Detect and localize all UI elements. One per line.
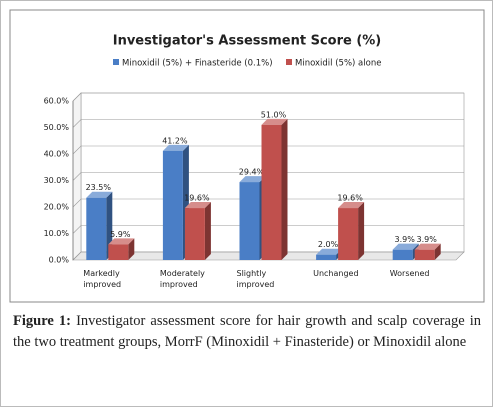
bar-top	[108, 238, 135, 245]
bar-top	[338, 202, 365, 209]
bar-top	[261, 118, 288, 125]
caption: Figure 1: Investigator assessment score …	[13, 311, 481, 353]
bar-side	[204, 202, 211, 260]
chart: Investigator's Assessment Score (%) 0.0%…	[9, 9, 485, 303]
bar-top	[184, 202, 211, 209]
legend-label: Minoxidil (5%) alone	[295, 59, 381, 69]
bar-side	[281, 118, 288, 260]
grid-line	[72, 145, 464, 155]
bar	[184, 208, 205, 260]
y-tick-label: 10.0%	[44, 229, 70, 238]
bar-top	[162, 144, 189, 151]
grid-line	[72, 172, 464, 181]
y-tick-label: 40.0%	[44, 150, 70, 159]
bar	[239, 182, 260, 260]
bar-side	[128, 238, 135, 260]
value-label: 23.5%	[86, 183, 112, 192]
bar-side	[358, 202, 365, 260]
value-label: 29.4%	[239, 168, 265, 177]
value-label: 2.0%	[318, 240, 339, 249]
legend-swatch	[113, 59, 119, 65]
legend-swatch	[286, 59, 292, 65]
x-tick-label: Unchanged	[313, 269, 359, 278]
value-label: 3.9%	[395, 235, 416, 244]
bar-top	[86, 191, 113, 198]
value-label: 5.9%	[110, 230, 131, 239]
chart-title: Investigator's Assessment Score (%)	[113, 34, 382, 49]
y-tick-label: 50.0%	[44, 123, 70, 132]
x-tick-label: Slightly improved	[236, 269, 275, 289]
bar	[414, 249, 435, 260]
bar-top	[392, 243, 419, 250]
bar	[86, 197, 107, 260]
bar	[338, 208, 359, 260]
bar	[261, 124, 282, 260]
y-tick-label: 20.0%	[44, 203, 70, 212]
grid-line	[72, 225, 464, 234]
y-tick-label: 60.0%	[44, 97, 70, 106]
value-label: 19.6%	[337, 194, 363, 203]
bar-side	[434, 243, 441, 260]
bar	[108, 244, 129, 260]
x-tick-label: Markedly improved	[83, 269, 122, 289]
value-label: 19.6%	[184, 194, 210, 203]
x-tick-label: Worsened	[389, 269, 430, 278]
grid-line	[72, 119, 464, 128]
grid-line	[72, 92, 464, 102]
bar	[392, 249, 413, 260]
bar-top	[316, 248, 343, 255]
bar	[162, 150, 183, 260]
value-label: 3.9%	[417, 235, 438, 244]
bar-top	[414, 243, 441, 250]
bar-top	[239, 176, 266, 183]
caption-label: Figure 1:	[13, 313, 71, 329]
y-tick-label: 0.0%	[49, 256, 70, 265]
x-tick-label: Moderately improved	[159, 269, 205, 289]
value-label: 41.2%	[162, 136, 188, 145]
y-tick-label: 30.0%	[44, 176, 70, 185]
grid-line	[72, 198, 464, 208]
caption-text: Investigator assessment score for hair g…	[13, 313, 482, 350]
bar	[316, 254, 337, 260]
value-label: 51.0%	[261, 110, 287, 119]
legend-label: Minoxidil (5%) + Finasteride (0.1%)	[122, 59, 273, 69]
